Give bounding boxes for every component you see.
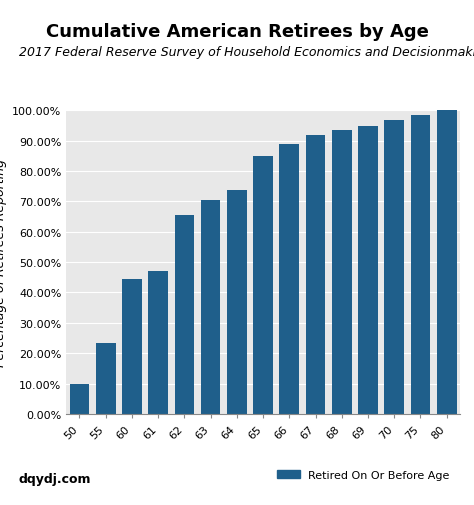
Text: Cumulative American Retirees by Age: Cumulative American Retirees by Age: [46, 23, 428, 41]
Bar: [358, 127, 378, 414]
Y-axis label: Percentage of Retirees Reporting: Percentage of Retirees Reporting: [0, 159, 7, 367]
Legend: Retired On Or Before Age: Retired On Or Before Age: [273, 466, 454, 484]
Bar: [96, 343, 116, 414]
Bar: [384, 121, 404, 414]
Bar: [70, 385, 89, 414]
Bar: [280, 145, 299, 414]
Bar: [306, 135, 325, 414]
Bar: [227, 191, 246, 414]
Bar: [437, 111, 456, 414]
Bar: [122, 279, 142, 414]
Text: dqydj.com: dqydj.com: [19, 472, 91, 485]
Bar: [201, 201, 220, 414]
Bar: [332, 131, 352, 414]
Bar: [148, 272, 168, 414]
Bar: [253, 157, 273, 414]
Bar: [174, 216, 194, 414]
Bar: [410, 116, 430, 414]
Text: 2017 Federal Reserve Survey of Household Economics and Decisionmaking: 2017 Federal Reserve Survey of Household…: [19, 45, 474, 59]
